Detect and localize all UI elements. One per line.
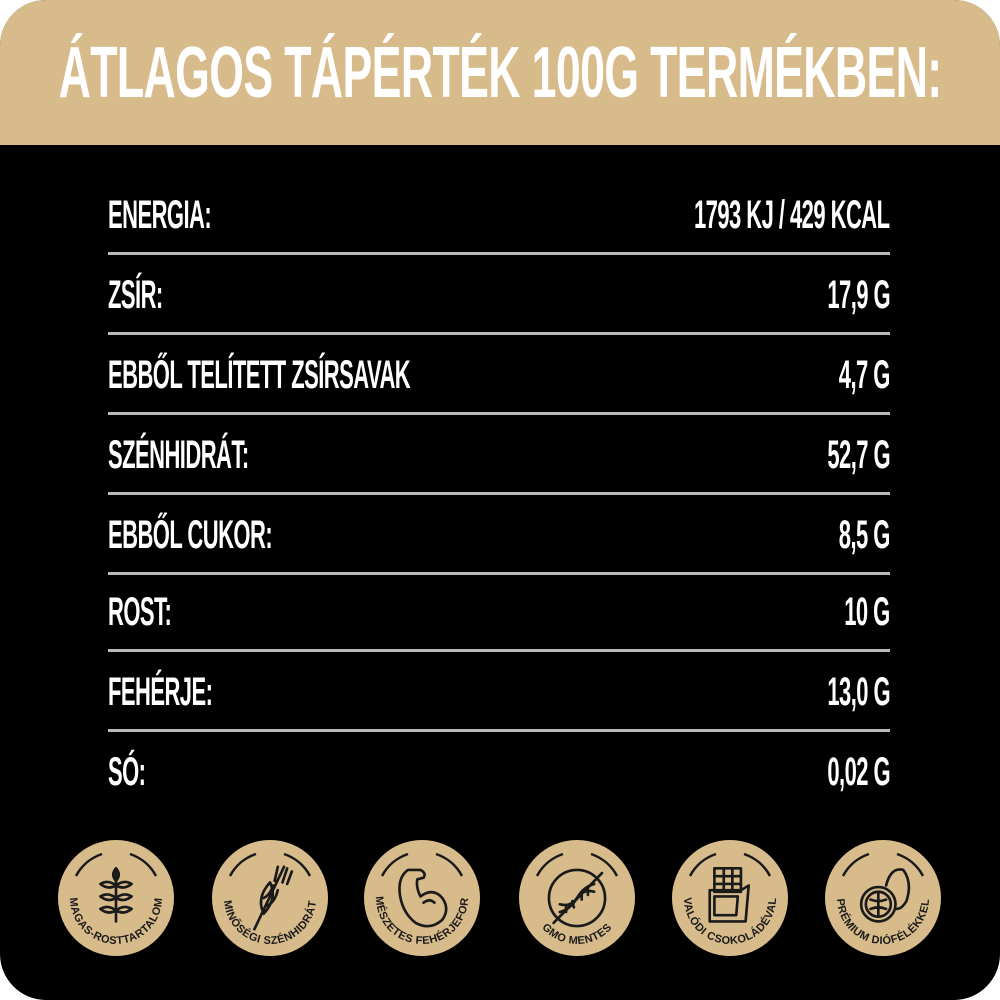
bicep-icon bbox=[398, 868, 448, 928]
nutrition-row: EBBŐL TELÍTETT ZSÍRSAVAK 4,7 G bbox=[108, 335, 891, 415]
walnut-icon bbox=[859, 868, 911, 923]
nutrient-label: ENERGIA: bbox=[108, 192, 212, 237]
nutrient-value: 10 G bbox=[844, 589, 891, 634]
nutrient-label: EBBŐL CUKOR: bbox=[108, 512, 273, 557]
nutrient-label: FEHÉRJE: bbox=[108, 669, 213, 714]
badge-dna-crossed: GMO MENTES bbox=[515, 836, 639, 960]
badge-bicep: TERMÉSZETES FEHÉRJEFORRÁS bbox=[360, 836, 484, 960]
nutrient-label: ROST: bbox=[108, 589, 172, 634]
nutrient-value: 4,7 G bbox=[838, 352, 891, 397]
row-divider bbox=[108, 729, 890, 732]
nutrition-row: EBBŐL CUKOR: 8,5 G bbox=[108, 495, 891, 575]
row-divider bbox=[108, 649, 890, 652]
page-title: ÁTLAGOS TÁPÉRTÉK 100G TERMÉKBEN: bbox=[58, 32, 943, 113]
nutrient-label: ZSÍR: bbox=[108, 272, 163, 317]
nutrition-row: SZÉNHIDRÁT: 52,7 G bbox=[108, 415, 891, 495]
row-divider bbox=[108, 332, 890, 335]
badge-wheat-leaf: MAGAS-ROSTTARTALOM bbox=[54, 836, 178, 960]
row-divider bbox=[108, 412, 890, 415]
nutrient-label: SZÉNHIDRÁT: bbox=[108, 432, 249, 477]
nutrient-value: 52,7 G bbox=[827, 432, 890, 477]
row-divider bbox=[108, 492, 890, 495]
nutrient-value: 17,9 G bbox=[827, 272, 890, 317]
wheat-ear-icon bbox=[253, 865, 294, 931]
badge-row: MAGAS-ROSTTARTALOM MINŐSÉGI SZÉNHIDRÁT T… bbox=[0, 836, 1000, 960]
nutrient-value: 1793 KJ / 429 KCAL bbox=[694, 192, 890, 237]
badge-walnut: PRÉMIUM DIÓFÉLÉKKEL bbox=[821, 836, 945, 960]
wheat-leaf-icon bbox=[99, 867, 133, 923]
nutrition-row: SÓ: 0,02 G bbox=[108, 732, 891, 812]
chocolate-bar-icon bbox=[708, 867, 751, 923]
row-divider bbox=[108, 252, 890, 255]
nutrient-value: 8,5 G bbox=[838, 512, 891, 557]
badge-wheat-ear: MINŐSÉGI SZÉNHIDRÁT bbox=[208, 836, 332, 960]
nutrient-label: EBBŐL TELÍTETT ZSÍRSAVAK bbox=[108, 352, 411, 397]
nutrition-row: ROST: 10 G bbox=[108, 572, 891, 652]
nutrient-value: 13,0 G bbox=[827, 669, 890, 714]
nutrient-label: SÓ: bbox=[108, 749, 146, 794]
row-divider bbox=[108, 572, 890, 575]
header-band: ÁTLAGOS TÁPÉRTÉK 100G TERMÉKBEN: bbox=[0, 0, 1000, 145]
badge-chocolate-bar: VALÓDI CSOKOLÁDÉVAL bbox=[668, 836, 792, 960]
nutrition-row: FEHÉRJE: 13,0 G bbox=[108, 652, 891, 732]
dna-crossed-icon bbox=[547, 868, 607, 928]
nutrition-row: ZSÍR: 17,9 G bbox=[108, 255, 891, 335]
nutrition-row: ENERGIA: 1793 KJ / 429 KCAL bbox=[108, 175, 891, 255]
nutrient-value: 0,02 G bbox=[827, 749, 890, 794]
